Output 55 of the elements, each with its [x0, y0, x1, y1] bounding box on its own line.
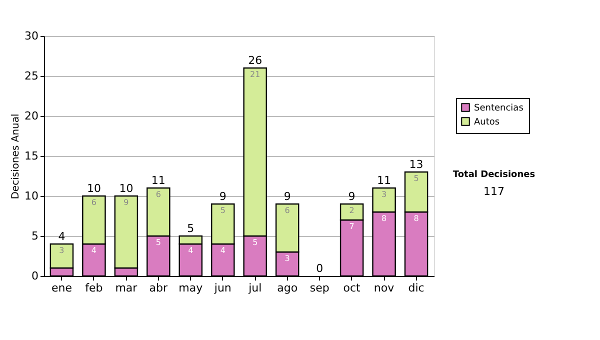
x-tick-label: abr — [149, 282, 168, 294]
total-label: 9 — [219, 190, 226, 203]
x-tick-label: jul — [248, 282, 262, 294]
total-label: 13 — [409, 158, 424, 171]
data-label: 7 — [349, 222, 354, 231]
y-tick-label: 15 — [24, 150, 38, 162]
total-label: 5 — [187, 222, 194, 235]
y-tick-label: 0 — [32, 270, 38, 282]
data-label: 3 — [59, 246, 64, 255]
y-tick-label: 20 — [24, 110, 38, 122]
total-label: 9 — [348, 190, 356, 203]
total-label: 26 — [248, 54, 262, 67]
x-tick-label: oct — [343, 282, 362, 294]
y-tick-label: 25 — [24, 70, 38, 82]
data-label: 5 — [414, 174, 419, 183]
data-label: 9 — [124, 198, 129, 207]
data-label: 5 — [156, 238, 161, 247]
data-label: 4 — [91, 246, 97, 255]
data-label: 3 — [381, 190, 387, 199]
x-tick-label: sep — [310, 282, 330, 294]
x-tick-label: ene — [51, 282, 72, 294]
data-label: 5 — [220, 206, 226, 215]
y-tick-label: 30 — [24, 30, 38, 42]
legend-label: Autos — [474, 118, 500, 128]
data-label: 3 — [284, 254, 290, 263]
y-tick-label: 5 — [32, 230, 38, 242]
text: Total Decisiones — [452, 170, 536, 180]
text: 117 — [484, 185, 504, 198]
y-axis-title: Decisiones Anual — [10, 114, 22, 200]
x-tick-label: mar — [115, 282, 138, 294]
data-label: 21 — [250, 70, 260, 79]
total-label: 10 — [86, 182, 101, 195]
data-label: 2 — [349, 206, 354, 215]
x-tick-label: may — [178, 282, 204, 294]
data-label: 6 — [156, 190, 161, 199]
total-label: 9 — [284, 190, 291, 203]
total-label: 4 — [58, 230, 66, 243]
data-label: 8 — [414, 214, 419, 223]
data-label: 4 — [188, 246, 194, 255]
y-tick-label: 10 — [24, 190, 38, 202]
total-label: 0 — [316, 262, 324, 275]
data-label: 8 — [381, 214, 387, 223]
data-label: 4 — [220, 246, 226, 255]
data-label: 5 — [252, 238, 258, 247]
x-tick-label: feb — [85, 282, 103, 294]
data-label: 6 — [91, 198, 97, 207]
total-label: 10 — [119, 182, 134, 195]
data-label: 6 — [284, 206, 290, 215]
x-tick-label: ago — [277, 282, 298, 294]
x-tick-label: dic — [408, 282, 424, 294]
legend-label: Sentencias — [474, 104, 524, 114]
x-tick-label: jun — [213, 282, 232, 294]
total-label: 11 — [377, 174, 392, 187]
x-tick-label: nov — [374, 282, 395, 294]
total-label: 11 — [151, 174, 166, 187]
